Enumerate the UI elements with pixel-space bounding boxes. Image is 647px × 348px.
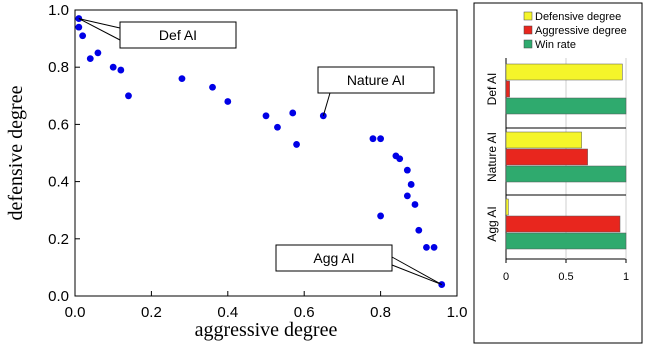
scatter-y-tick-label: 0.8 [48, 59, 69, 76]
scatter-x-axis-label: aggressive degree [195, 319, 338, 341]
scatter-x-ticks: 0.0 0.2 0.4 0.6 0.8 1.0 [65, 291, 468, 321]
annotation-leader-line [322, 92, 331, 116]
scatter-y-tick-label: 1.0 [48, 2, 69, 19]
scatter-y-ticks: 0.0 0.2 0.4 0.6 0.8 1.0 [48, 2, 80, 305]
annotation-leader-line [391, 256, 442, 285]
bar-category-labels: Def AI Nature AI Agg AI [485, 73, 499, 242]
annotation-label: Def AI [159, 27, 197, 43]
legend-label: Aggressive degree [535, 25, 627, 37]
scatter-plot-frame [74, 9, 458, 297]
scatter-point [293, 141, 300, 148]
scatter-chart: 0.0 0.2 0.4 0.6 0.8 1.0 0.0 0.2 0.4 0.6 0.8 1.0 De… [5, 2, 467, 341]
bar-x-tick-label: 0 [503, 271, 509, 283]
scatter-point [75, 23, 83, 31]
bar [505, 232, 627, 250]
bar-x-tick-label: 1 [623, 271, 629, 283]
scatter-annotations: Def AI Nature AI Agg AI [78, 18, 442, 286]
scatter-point [125, 92, 132, 100]
bar-x-ticks: 0 0.5 1 [503, 259, 629, 283]
annotation-box [275, 244, 393, 272]
bar [505, 215, 621, 233]
annotation-box [317, 66, 435, 94]
scatter-point [262, 112, 270, 120]
bar-x-tick-label: 0.5 [558, 271, 573, 283]
bar-category-label: Agg AI [485, 206, 499, 241]
bar-category-label: Nature AI [485, 132, 499, 182]
bar-panel-frame [473, 2, 643, 344]
scatter-x-tick-label: 1.0 [447, 304, 468, 321]
scatter-y-axis-label: defensive degree [5, 85, 27, 220]
bar [505, 165, 627, 183]
scatter-point [423, 243, 430, 251]
bar [505, 97, 627, 115]
scatter-point [403, 192, 411, 200]
scatter-point [411, 201, 419, 208]
scatter-point [403, 166, 411, 174]
scatter-point [117, 66, 125, 74]
bar [505, 148, 588, 166]
scatter-x-tick-label: 0.4 [217, 304, 238, 321]
scatter-x-tick-label: 0.2 [141, 304, 162, 321]
scatter-point [209, 83, 216, 91]
scatter-point [94, 49, 102, 57]
annotation-label: Nature AI [347, 72, 405, 88]
annotation-box [119, 21, 237, 49]
scatter-point [224, 98, 232, 105]
scatter-point [369, 135, 377, 143]
legend-swatch [523, 25, 533, 35]
scatter-x-tick-label: 0.0 [65, 304, 86, 321]
bar-chart: Defensive degree Aggressive degree Win rat… [473, 2, 643, 344]
scatter-point [109, 63, 117, 71]
bar [505, 63, 623, 81]
scatter-point [178, 75, 186, 83]
annotation-leader-line [391, 264, 442, 286]
annotation-leader-line [78, 18, 121, 29]
annotation-label: Agg AI [313, 250, 354, 266]
legend-label: Defensive degree [535, 11, 621, 23]
scatter-point [407, 181, 415, 188]
scatter-points [75, 15, 446, 288]
scatter-point [86, 55, 94, 63]
annotation-leader-line [78, 18, 121, 41]
scatter-x-tick-label: 0.8 [370, 304, 391, 321]
bar-bars [505, 63, 627, 250]
scatter-point [289, 109, 297, 117]
legend-label: Win rate [535, 39, 576, 51]
legend-swatch [523, 11, 533, 21]
scatter-point [79, 32, 87, 40]
scatter-y-tick-label: 0.6 [48, 116, 69, 133]
scatter-point [430, 243, 438, 251]
scatter-point [415, 226, 423, 234]
bar-legend: Defensive degree Aggressive degree Win rat… [523, 11, 627, 51]
bar [505, 131, 582, 149]
scatter-point [377, 212, 384, 220]
bar [505, 198, 509, 216]
scatter-y-tick-label: 0.2 [48, 231, 69, 248]
legend-swatch [523, 39, 533, 49]
bar-category-label: Def AI [485, 73, 499, 106]
bar [505, 80, 510, 98]
scatter-point [377, 135, 384, 143]
scatter-point [274, 123, 281, 131]
scatter-x-tick-label: 0.6 [294, 304, 315, 321]
scatter-y-tick-label: 0.0 [48, 288, 69, 305]
scatter-point [396, 155, 404, 163]
scatter-y-tick-label: 0.4 [48, 174, 69, 191]
